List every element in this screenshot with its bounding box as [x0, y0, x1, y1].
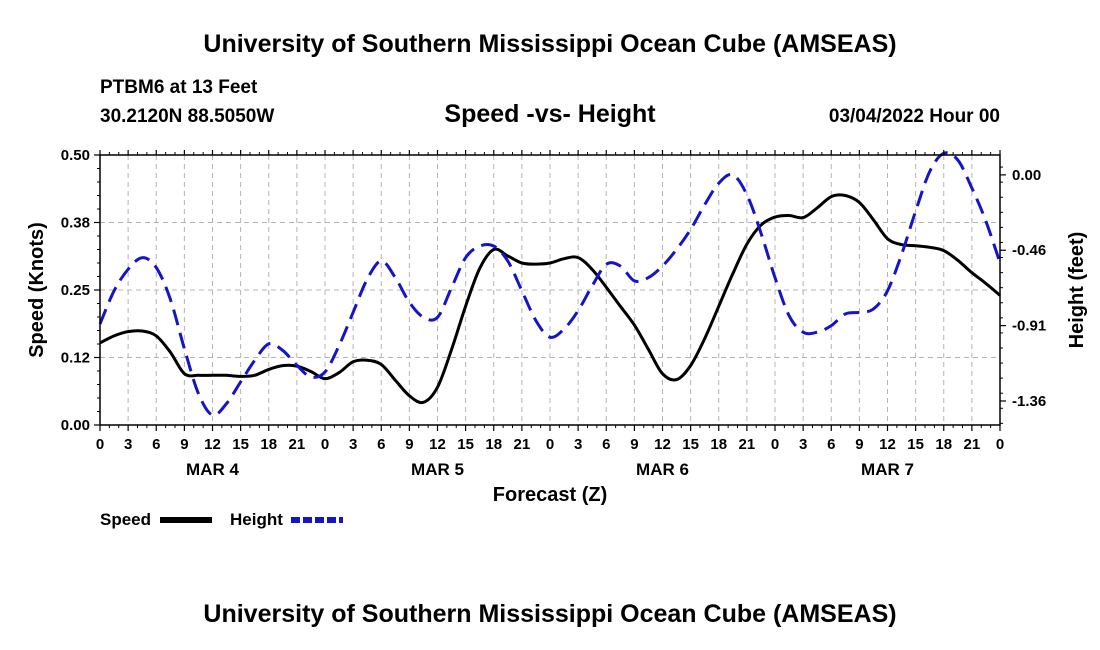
station-label: PTBM6 at 13 Feet	[100, 77, 258, 98]
x-tick-label: 21	[739, 436, 756, 453]
x-tick-label: 12	[879, 436, 896, 453]
x-tick-label: 21	[289, 436, 306, 453]
day-label: MAR 5	[411, 460, 464, 479]
legend: Speed Height	[100, 510, 343, 529]
x-tick-label: 18	[485, 436, 502, 453]
series-layer	[98, 151, 1002, 417]
y-tick-label: 0.12	[61, 350, 90, 367]
x-tick-label: 9	[855, 436, 863, 453]
footer-title: University of Southern Mississippi Ocean…	[203, 600, 897, 628]
x-tick-label: 18	[710, 436, 727, 453]
x-tick-label: 0	[321, 436, 329, 453]
x-tick-label: 6	[377, 436, 385, 453]
speed-series-line	[99, 193, 1001, 405]
x-tick-label: 0	[996, 436, 1004, 453]
y-tick-label: 0.25	[61, 282, 90, 299]
x-tick-label: 18	[935, 436, 952, 453]
x-tick-label: 12	[429, 436, 446, 453]
x-tick-label: 9	[630, 436, 638, 453]
day-label: MAR 6	[636, 460, 689, 479]
chart-title: Speed -vs- Height	[444, 100, 656, 128]
x-tick-label: 9	[180, 436, 188, 453]
x-tick-label: 12	[654, 436, 671, 453]
y-axis-title: Speed (Knots)	[26, 222, 48, 358]
x-tick-label: 6	[152, 436, 160, 453]
x-tick-label: 6	[602, 436, 610, 453]
x-tick-label: 3	[799, 436, 807, 453]
x-tick-label: 0	[546, 436, 554, 453]
x-tick-label: 21	[514, 436, 531, 453]
station-coordinates: 30.2120N 88.5050W	[100, 106, 275, 127]
day-label: MAR 7	[861, 460, 914, 479]
x-tick-label: 21	[964, 436, 981, 453]
x-tick-label: 15	[907, 436, 924, 453]
x-tick-label: 3	[349, 436, 357, 453]
y2-axis-title: Height (feet)	[1066, 232, 1088, 349]
day-label: MAR 4	[186, 460, 239, 479]
axis-labels: 0 3 6 9 12 15 18 21 0 3 6 9 12 15 18 21 0 3 6 9 12 15 18 21 0 3 6 9…	[61, 147, 1046, 479]
y-tick-label: 0.00	[61, 417, 90, 434]
x-tick-label: 6	[827, 436, 835, 453]
x-tick-label: 9	[405, 436, 413, 453]
axis-ticks	[94, 150, 1006, 431]
x-tick-label: 0	[96, 436, 104, 453]
main-title: University of Southern Mississippi Ocean…	[203, 30, 897, 58]
height-series-line	[98, 151, 1002, 417]
speed-height-chart: 0 3 6 9 12 15 18 21 0 3 6 9 12 15 18 21 0 3 6 9 12 15 18 21 0 3 6 9…	[26, 147, 1088, 529]
y-tick-label: 0.50	[61, 147, 90, 164]
y2-tick-label: 0.00	[1012, 167, 1041, 184]
y-tick-label: 0.38	[61, 215, 90, 232]
y2-tick-label: -0.46	[1012, 242, 1046, 259]
x-tick-label: 15	[232, 436, 249, 453]
x-tick-label: 12	[204, 436, 221, 453]
legend-speed-label: Speed	[100, 510, 151, 529]
grid-lines	[100, 155, 1000, 425]
x-tick-label: 18	[260, 436, 277, 453]
legend-height-label: Height	[230, 510, 283, 529]
x-tick-label: 15	[682, 436, 699, 453]
forecast-datetime: 03/04/2022 Hour 00	[828, 106, 1000, 127]
y2-tick-label: -1.36	[1012, 393, 1046, 410]
x-tick-label: 3	[124, 436, 132, 453]
x-tick-label: 15	[457, 436, 474, 453]
x-tick-label: 3	[574, 436, 582, 453]
x-axis-title: Forecast (Z)	[493, 484, 607, 506]
x-tick-label: 0	[771, 436, 779, 453]
y2-tick-label: -0.91	[1012, 318, 1046, 335]
